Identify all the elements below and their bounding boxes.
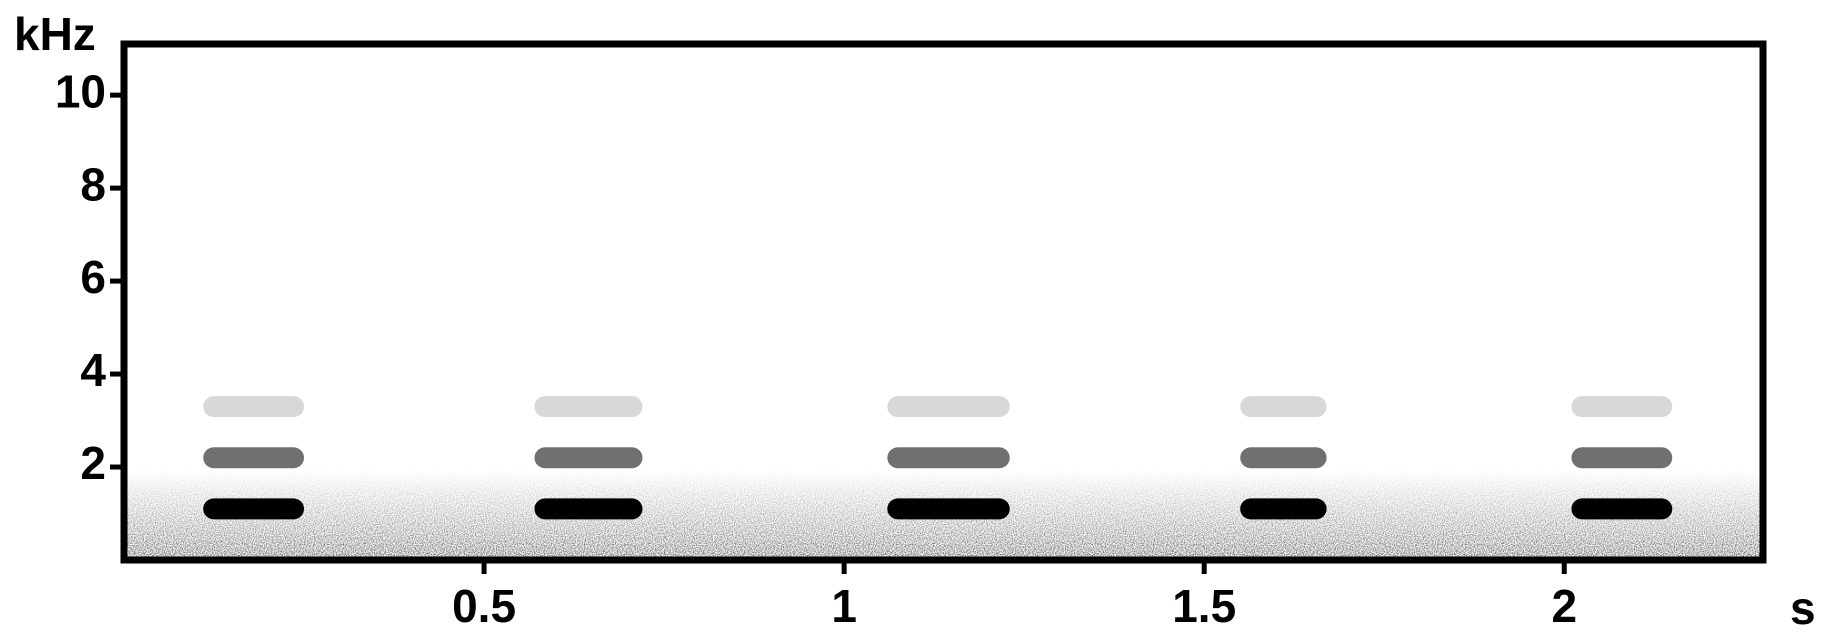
call-band xyxy=(887,498,1010,520)
call-band xyxy=(203,447,305,469)
call-band xyxy=(1571,396,1673,418)
call-band xyxy=(1240,498,1327,520)
y-tick-label: 8 xyxy=(80,158,106,210)
call-band xyxy=(1571,447,1673,469)
plot-frame xyxy=(120,40,1767,564)
call-band xyxy=(1240,396,1327,418)
call-band xyxy=(887,396,1010,418)
call-band xyxy=(887,447,1010,469)
x-tick-label: 1 xyxy=(831,580,857,631)
x-axis-label: s xyxy=(1790,582,1816,631)
call-band xyxy=(1571,498,1673,520)
y-tick-label: 2 xyxy=(80,437,106,489)
call-band xyxy=(1240,447,1327,469)
y-tick-label: 4 xyxy=(80,344,106,396)
x-tick-label: 0.5 xyxy=(452,580,516,631)
call-band xyxy=(534,447,643,469)
y-tick-label: 10 xyxy=(55,65,106,117)
call-band xyxy=(203,396,305,418)
call-band xyxy=(203,498,305,520)
x-tick-label: 2 xyxy=(1551,580,1577,631)
y-tick-label: 6 xyxy=(80,251,106,303)
y-axis-label: kHz xyxy=(14,8,96,60)
call-band xyxy=(534,396,643,418)
call-band xyxy=(534,498,643,520)
x-tick-label: 1.5 xyxy=(1172,580,1236,631)
